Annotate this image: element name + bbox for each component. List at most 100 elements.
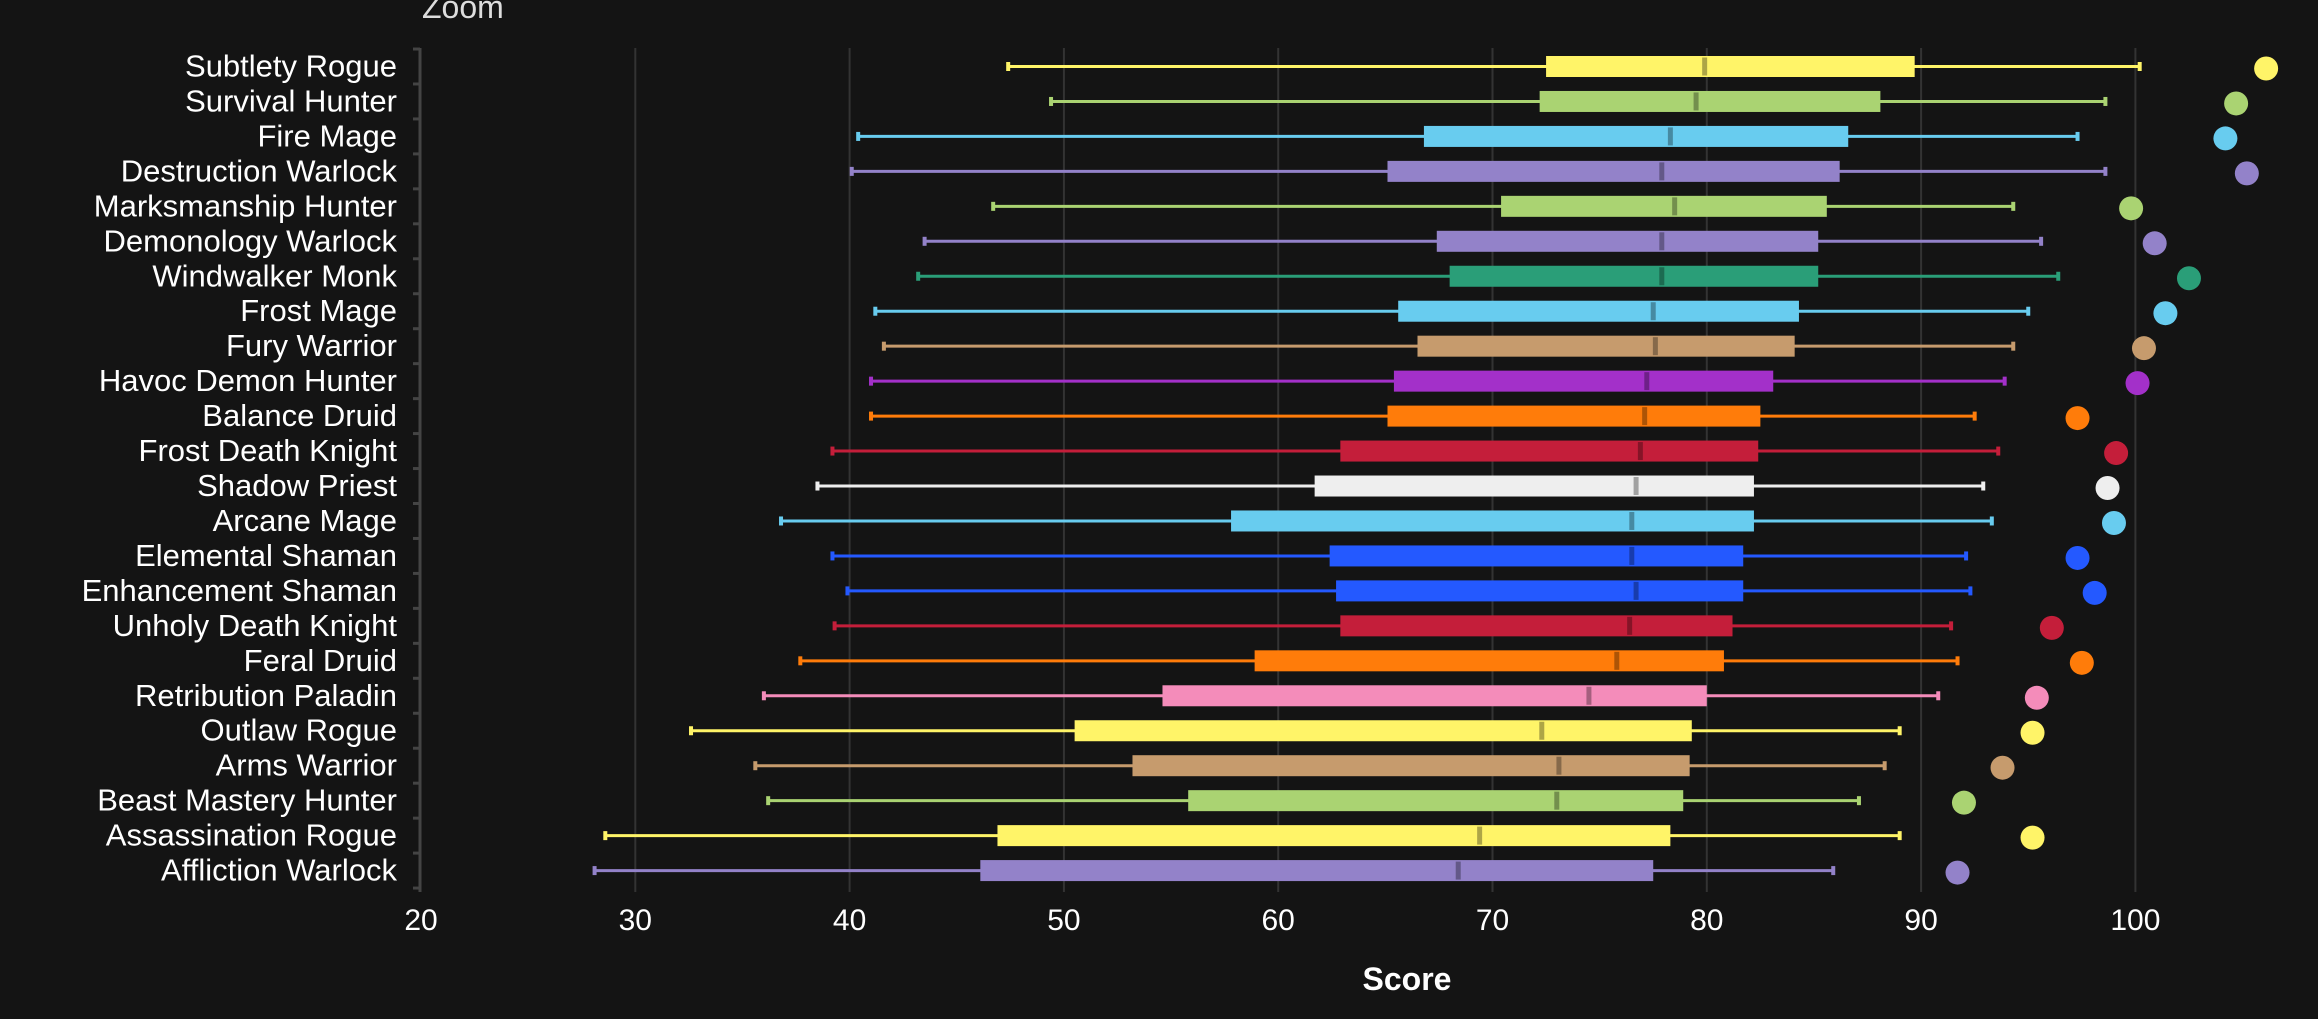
whisker-cap-min [761,691,766,701]
top-score-dot[interactable] [2119,196,2144,221]
whisker-cap-min [592,866,597,876]
top-score-dot[interactable] [2254,56,2279,81]
iqr-box[interactable] [1393,370,1774,392]
y-tick-label: Windwalker Monk [152,258,397,293]
iqr-box[interactable] [1162,685,1707,707]
top-score-dot[interactable] [2176,266,2201,291]
box-row [830,545,2090,570]
y-tick-label: Elemental Shaman [135,538,397,573]
whisker-cap-min [779,516,784,526]
iqr-box[interactable] [1546,56,1915,77]
median-line [1477,826,1483,845]
x-axis: 20 30 40 50 60 70 80 90 100 [404,904,2160,937]
whisker-cap-min [916,271,921,281]
whisker-cap-max [1981,481,1986,491]
y-tick-label: Assassination Rogue [106,818,397,853]
y-tick-label: Feral Druid [244,643,397,678]
zoom-label[interactable]: Zoom [422,0,504,25]
x-tick-label: 20 [404,904,437,937]
median-line [1659,267,1665,286]
top-score-dot[interactable] [1990,755,2015,780]
box-row [779,510,2126,535]
iqr-box[interactable] [980,860,1654,882]
whisker-cap-max [1897,831,1902,841]
top-score-dot[interactable] [2234,161,2259,186]
iqr-box[interactable] [1074,720,1692,742]
box-row [856,125,2238,151]
iqr-box[interactable] [1336,580,1744,602]
iqr-box[interactable] [1417,335,1795,357]
median-line [1629,511,1635,530]
box-row [849,160,2259,186]
x-tick-label: 40 [833,904,866,937]
top-score-dot[interactable] [2020,720,2045,745]
whisker-cap-min [869,411,874,421]
iqr-box[interactable] [1340,440,1759,462]
whisker-cap-max [2056,271,2061,281]
iqr-box[interactable] [1387,160,1840,182]
top-score-dot[interactable] [2101,510,2126,535]
whisker-cap-min [845,586,850,596]
whisker-cap-min [832,621,837,631]
median-line [1672,197,1678,216]
whisker-cap-max [2137,62,2142,71]
iqr-box[interactable] [1314,475,1754,497]
top-score-dot[interactable] [1945,860,1970,885]
iqr-box[interactable] [1329,545,1744,567]
box-row [1049,90,2249,116]
top-score-dot[interactable] [2153,301,2178,326]
whisker-cap-min [603,831,608,841]
iqr-box[interactable] [1132,755,1690,777]
whisker-cap-max [1955,656,1960,666]
top-score-dot[interactable] [2069,650,2094,675]
x-tick-label: 90 [1904,904,1937,937]
iqr-box[interactable] [1387,405,1761,427]
y-tick-label: Demonology Warlock [104,223,398,258]
whisker-cap-min [766,796,771,806]
top-score-dot[interactable] [2020,825,2045,850]
top-score-dot[interactable] [2082,580,2107,605]
top-score-dot[interactable] [1951,790,1976,815]
x-tick-label: 30 [619,904,652,937]
top-score-dot[interactable] [2065,545,2090,570]
median-line [1702,57,1708,76]
top-score-dot[interactable] [2039,615,2064,640]
top-score-dot[interactable] [2125,371,2150,396]
median-line [1586,686,1592,705]
top-score-dot[interactable] [2095,476,2120,501]
whisker-cap-min [798,656,803,666]
top-score-dot[interactable] [2024,685,2049,710]
median-line [1539,721,1545,740]
whisker-cap-min [991,201,996,211]
top-score-dot[interactable] [2213,126,2238,151]
whisker-cap-max [2039,236,2044,246]
whisker-cap-min [815,481,820,491]
iqr-box[interactable] [1188,790,1684,812]
whisker-cap-max [1856,796,1861,806]
iqr-box[interactable] [1501,195,1827,217]
top-score-dot[interactable] [2224,91,2249,116]
iqr-box[interactable] [1423,125,1849,147]
median-line [1627,616,1633,635]
top-score-dot[interactable] [2131,336,2156,361]
top-score-dot[interactable] [2142,231,2167,256]
top-score-dot[interactable] [2065,406,2090,431]
iqr-box[interactable] [1449,265,1819,287]
iqr-box[interactable] [1398,300,1799,322]
y-tick-label: Shadow Priest [197,468,397,503]
top-score-dot[interactable] [2104,441,2129,466]
iqr-box[interactable] [997,825,1671,847]
iqr-box[interactable] [1231,510,1754,532]
whisker-cap-max [2011,201,2016,211]
iqr-box[interactable] [1436,230,1819,252]
iqr-box[interactable] [1340,615,1733,637]
y-tick-label: Unholy Death Knight [113,608,398,643]
iqr-box[interactable] [1254,650,1724,672]
iqr-box[interactable] [1539,90,1881,112]
whisker-cap-max [2103,166,2108,176]
y-tick-label: Havoc Demon Hunter [99,363,397,398]
box-row [922,230,2167,256]
median-line [1650,302,1656,321]
median-line [1629,546,1635,565]
